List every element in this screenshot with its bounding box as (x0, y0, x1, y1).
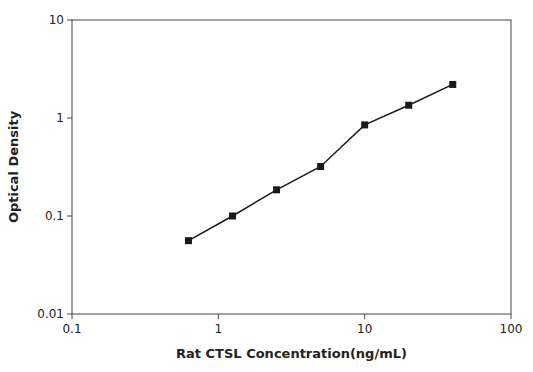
y-tick (67, 20, 72, 21)
y-tick (67, 118, 72, 119)
x-tick-label: 10 (357, 322, 372, 336)
data-marker (317, 163, 324, 170)
plot-frame (72, 20, 511, 314)
x-tick-label: 100 (500, 322, 523, 336)
y-tick-label: 10 (49, 13, 64, 27)
data-line (188, 84, 452, 240)
y-tick-label: 0.1 (45, 209, 64, 223)
plot-area (185, 81, 456, 244)
data-marker (273, 186, 280, 193)
chart-svg: 0.11101000.010.1110Rat CTSL Concentratio… (0, 0, 533, 372)
y-tick (67, 216, 72, 217)
x-tick-label: 0.1 (62, 322, 81, 336)
data-marker (229, 213, 236, 220)
y-tick-label: 1 (56, 111, 64, 125)
data-marker (185, 237, 192, 244)
x-tick (72, 314, 73, 319)
y-axis-label: Optical Density (6, 110, 21, 223)
y-tick-label: 0.01 (37, 307, 64, 321)
chart-container: 0.11101000.010.1110Rat CTSL Concentratio… (0, 0, 533, 372)
x-tick (364, 314, 365, 319)
x-tick (511, 314, 512, 319)
data-marker (405, 102, 412, 109)
x-axis-label: Rat CTSL Concentration(ng/mL) (176, 346, 407, 361)
x-tick (218, 314, 219, 319)
x-tick-label: 1 (215, 322, 223, 336)
data-marker (361, 121, 368, 128)
y-tick (67, 314, 72, 315)
data-marker (449, 81, 456, 88)
